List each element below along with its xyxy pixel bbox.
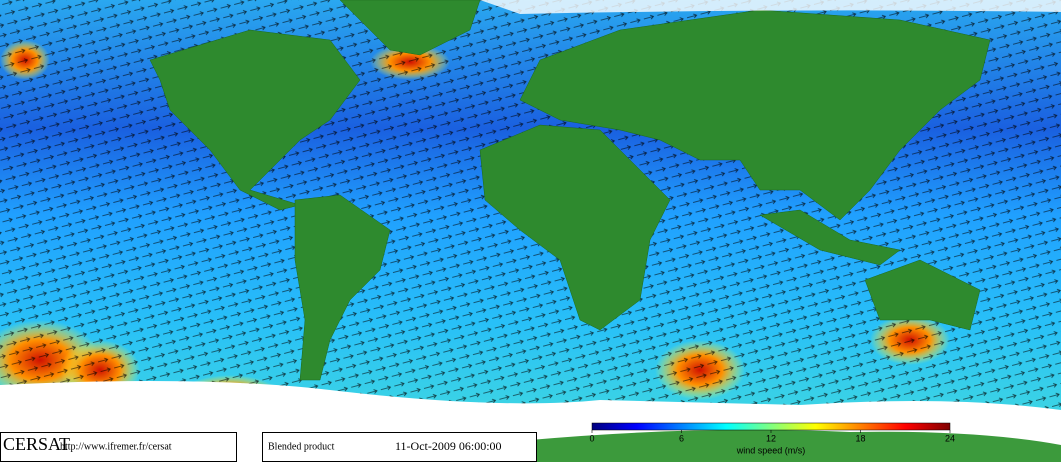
colorbar-tick-label: 24 (945, 433, 955, 443)
product-box: Blended product 11-Oct-2009 06:00:00 (262, 432, 537, 462)
colorbar: wind speed (m/s) 0 6 12 18 24 (589, 422, 955, 455)
colorbar-tick-label: 6 (679, 433, 684, 443)
colorbar-tick-label: 0 (589, 433, 594, 443)
colorbar-label: wind speed (m/s) (736, 445, 806, 455)
product-title: Blended product (268, 441, 335, 452)
colorbar-tick-label: 12 (766, 433, 776, 443)
logo-name: CERSAT (3, 434, 70, 454)
colorbar-tick-label: 18 (855, 433, 865, 443)
colorbar-bar (591, 422, 951, 431)
logo-box: CERSAT http://www.ifremer.fr/cersat (0, 432, 237, 462)
product-date: 11-Oct-2009 06:00:00 (395, 439, 502, 453)
logo-url[interactable]: http://www.ifremer.fr/cersat (60, 441, 172, 452)
